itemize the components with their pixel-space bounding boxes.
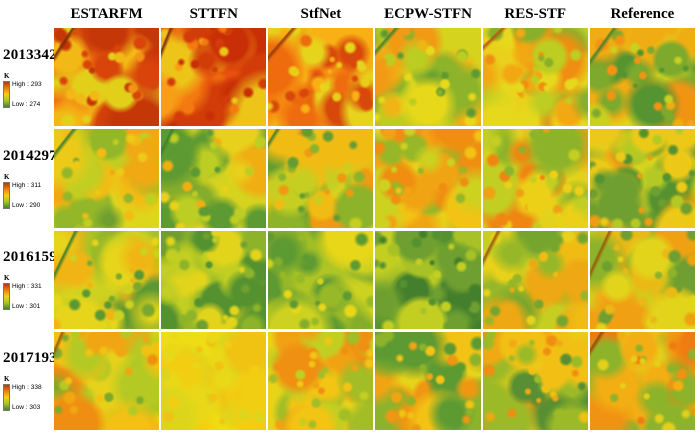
map-cell-2016159-ecpw-stfn bbox=[375, 230, 481, 329]
legend-body: High : 311 Low : 290 bbox=[3, 181, 41, 209]
legend-body: High : 293 Low : 274 bbox=[3, 80, 42, 108]
map-cell-2013342-sttfn bbox=[161, 28, 267, 127]
map-cell-2014297-sttfn bbox=[161, 129, 267, 228]
row-gutter-2013342: 2013342 K High : 293 Low : 274 bbox=[0, 28, 57, 126]
legend: K High : 338 Low : 303 bbox=[3, 375, 42, 412]
row-gutter-2016159: 2016159 K High : 331 Low : 301 bbox=[0, 231, 57, 329]
row-label: 2016159 bbox=[3, 249, 57, 266]
map-cell-2016159-res-stf bbox=[482, 230, 588, 329]
header-spacer bbox=[0, 3, 52, 25]
legend-colorbar bbox=[3, 80, 10, 108]
legend-high-label: High : 338 bbox=[12, 384, 42, 392]
legend-high-label: High : 311 bbox=[12, 181, 42, 189]
legend-colorbar bbox=[3, 384, 10, 412]
map-cell-2017193-ecpw-stfn bbox=[375, 331, 481, 430]
map-cell-2013342-reference bbox=[589, 28, 695, 127]
row-label: 2013342 bbox=[3, 46, 57, 63]
legend-high-label: High : 293 bbox=[12, 80, 42, 88]
map-cell-2017193-stfnet bbox=[268, 331, 374, 430]
map-cell-2017193-estarfm bbox=[54, 331, 160, 430]
map-cell-2013342-res-stf bbox=[482, 28, 588, 127]
legend-body: High : 331 Low : 301 bbox=[3, 283, 42, 311]
row-gutter-2017193: 2017193 K High : 338 Low : 303 bbox=[0, 332, 57, 430]
legend-colorbar bbox=[3, 181, 10, 209]
map-cell-2014297-reference bbox=[589, 129, 695, 228]
row-label: 2017193 bbox=[3, 350, 57, 367]
legend-labels: High : 293 Low : 274 bbox=[12, 81, 42, 108]
map-cell-2017193-reference bbox=[589, 331, 695, 430]
legend-low-label: Low : 303 bbox=[12, 404, 41, 412]
legend-unit-label: K bbox=[4, 375, 10, 384]
map-cell-2016159-sttfn bbox=[161, 230, 267, 329]
legend: K High : 293 Low : 274 bbox=[3, 71, 42, 108]
column-header-estarfm: ESTARFM bbox=[70, 6, 143, 22]
legend-unit-label: K bbox=[4, 71, 10, 80]
map-cell-2013342-estarfm bbox=[54, 28, 160, 127]
map-cell-2013342-ecpw-stfn bbox=[375, 28, 481, 127]
legend-unit-label: K bbox=[4, 172, 10, 181]
column-header-reference: Reference bbox=[610, 6, 675, 22]
legend-body: High : 338 Low : 303 bbox=[3, 384, 42, 412]
legend: K High : 331 Low : 301 bbox=[3, 274, 42, 311]
legend-high-label: High : 331 bbox=[12, 283, 42, 291]
map-cell-2017193-res-stf bbox=[482, 331, 588, 430]
map-cell-2014297-ecpw-stfn bbox=[375, 129, 481, 228]
map-cell-2016159-reference bbox=[589, 230, 695, 329]
map-cell-2013342-stfnet bbox=[268, 28, 374, 127]
column-header-sttfn: STTFN bbox=[189, 6, 238, 22]
legend-low-label: Low : 274 bbox=[12, 100, 41, 108]
row-label: 2014297 bbox=[3, 147, 57, 164]
legend-labels: High : 311 Low : 290 bbox=[12, 182, 41, 209]
legend-unit-label: K bbox=[4, 274, 10, 283]
map-cell-2014297-estarfm bbox=[54, 129, 160, 228]
column-header-res-stf: RES-STF bbox=[504, 6, 567, 22]
legend-low-label: Low : 290 bbox=[12, 201, 41, 209]
legend-labels: High : 338 Low : 303 bbox=[12, 384, 42, 411]
map-cell-2014297-stfnet bbox=[268, 129, 374, 228]
map-cell-2016159-estarfm bbox=[54, 230, 160, 329]
legend: K High : 311 Low : 290 bbox=[3, 172, 41, 209]
map-cell-2017193-sttfn bbox=[161, 331, 267, 430]
legend-labels: High : 331 Low : 301 bbox=[12, 283, 42, 310]
column-header-stfnet: StfNet bbox=[300, 6, 342, 22]
legend-colorbar bbox=[3, 283, 10, 311]
legend-low-label: Low : 301 bbox=[12, 303, 41, 311]
map-cell-2016159-stfnet bbox=[268, 230, 374, 329]
column-header-ecpw-stfn: ECPW-STFN bbox=[384, 6, 472, 22]
row-gutter-2014297: 2014297 K High : 311 Low : 290 bbox=[0, 129, 57, 227]
map-cell-2014297-res-stf bbox=[482, 129, 588, 228]
